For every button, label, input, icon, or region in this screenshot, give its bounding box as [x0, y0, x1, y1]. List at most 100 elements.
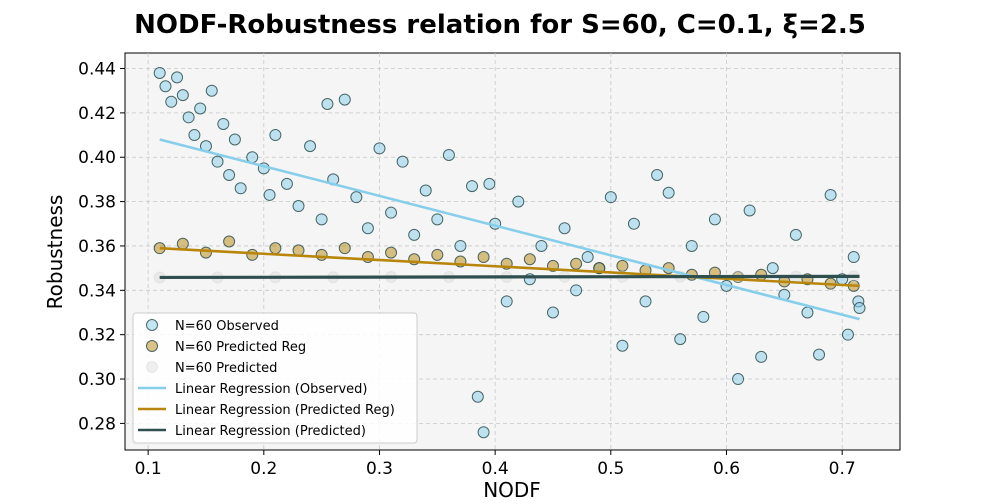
n-60-observed-point [159, 80, 172, 93]
n-60-observed-point [165, 95, 178, 108]
n-60-observed-point [546, 306, 559, 319]
n-60-observed-point [338, 93, 351, 106]
n-60-observed-point [361, 222, 374, 235]
n-60-observed-point [500, 295, 513, 308]
n-60-observed-point [419, 184, 432, 197]
n-60-observed-point [373, 142, 386, 155]
n-60-observed-point [228, 133, 241, 146]
n-60-observed-point [431, 213, 444, 226]
n-60-observed-point [841, 328, 854, 341]
x-tick-label: 0.1 [135, 459, 162, 479]
n-60-observed-point [801, 306, 814, 319]
x-tick-label: 0.2 [250, 459, 277, 479]
linear-regression-predicted-line [159, 274, 860, 280]
n-60-observed-point [217, 117, 230, 130]
n-60-observed-point [153, 66, 166, 79]
n-60-predicted-reg-point [616, 259, 629, 272]
n-60-observed-point [471, 390, 484, 403]
n-60-observed-point [408, 228, 421, 241]
linear-regression-predicted-reg-line [159, 246, 860, 288]
n-60-observed-point [824, 188, 837, 201]
n-60-observed-point [280, 177, 293, 190]
n-60-predicted-reg-point [223, 235, 236, 248]
y-tick-label: 0.28 [78, 414, 116, 434]
y-tick-label: 0.40 [78, 148, 116, 168]
n-60-predicted-reg-point [523, 253, 536, 266]
y-tick-label: 0.32 [78, 326, 116, 346]
n-60-observed-point [350, 191, 363, 204]
n-60-observed-point [205, 84, 218, 97]
n-60-predicted-reg-point [199, 246, 212, 259]
n-60-observed-point [853, 302, 866, 315]
chart-title: NODF-Robustness relation for S=60, C=0.1… [134, 10, 866, 40]
y-tick-label: 0.34 [78, 281, 116, 301]
n-60-observed-point [442, 149, 455, 162]
n-60-observed-point [558, 222, 571, 235]
x-tick-label: 0.4 [482, 459, 509, 479]
n-60-predicted-reg-point [385, 246, 398, 259]
n-60-observed-point [616, 339, 629, 352]
n-60-observed-point [194, 102, 207, 115]
n-60-observed-point [263, 188, 276, 201]
n-60-observed-point [662, 186, 675, 199]
y-tick-label: 0.38 [78, 193, 116, 213]
n-60-predicted-reg-point [338, 242, 351, 255]
x-tick-label: 0.7 [829, 459, 856, 479]
n-60-predicted-reg-point [315, 248, 328, 261]
legend: N=60 Observed N=60 Predicted Reg N=60 Pred… [132, 312, 418, 444]
y-tick-label: 0.42 [78, 104, 116, 124]
y-axis-label: Robustness [43, 195, 67, 310]
n-60-observed-point [604, 191, 617, 204]
n-60-observed-point [639, 295, 652, 308]
n-60-observed-point [732, 373, 745, 386]
y-tick-label: 0.36 [78, 237, 116, 257]
n-60-observed-point [651, 168, 664, 181]
n-60-observed-point [708, 213, 721, 226]
n-60-predicted-reg-point [246, 248, 259, 261]
legend-marker [146, 340, 158, 352]
n-60-observed-point [176, 89, 189, 102]
y-tick-label: 0.30 [78, 370, 116, 390]
n-60-predicted-reg-point [570, 257, 583, 270]
n-60-observed-point [581, 251, 594, 264]
n-60-observed-point [535, 239, 548, 252]
n-60-predicted-reg-point [755, 268, 768, 281]
n-60-observed-point [570, 284, 583, 297]
n-60-observed-point [188, 129, 201, 142]
n-60-observed-point [813, 348, 826, 361]
n-60-observed-point [182, 111, 195, 124]
n-60-observed-point [483, 177, 496, 190]
n-60-observed-point [321, 98, 334, 111]
n-60-observed-point [171, 71, 184, 84]
legend-box [132, 312, 418, 444]
n-60-observed-point [292, 200, 305, 213]
n-60-observed-point [454, 239, 467, 252]
legend-label: N=60 Predicted [175, 361, 277, 376]
linear-regression-observed-line [159, 138, 860, 321]
n-60-observed-point [685, 239, 698, 252]
x-axis-label: NODF [483, 478, 541, 500]
n-60-observed-point [789, 228, 802, 241]
n-60-predicted-reg-point [269, 242, 282, 255]
legend-label: Linear Regression (Observed) [175, 382, 367, 397]
n-60-observed-point [477, 426, 490, 439]
n-60-observed-point [211, 155, 224, 168]
n-60-observed-point [385, 206, 398, 219]
legend-label: N=60 Predicted Reg [175, 340, 306, 355]
legend-label: N=60 Observed [175, 319, 279, 334]
n-60-predicted-reg-point [477, 251, 490, 264]
n-60-observed-point [269, 129, 282, 142]
x-tick-label: 0.3 [366, 459, 393, 479]
n-60-observed-point [466, 180, 479, 193]
n-60-observed-point [627, 217, 640, 230]
n-60-predicted-reg-point [176, 237, 189, 250]
n-60-observed-point [766, 262, 779, 275]
y-tick-label: 0.44 [78, 60, 116, 80]
legend-marker [146, 361, 158, 373]
x-tick-label: 0.5 [597, 459, 624, 479]
n-60-observed-point [697, 310, 710, 323]
n-60-observed-point [315, 213, 328, 226]
n-60-observed-point [304, 140, 317, 153]
